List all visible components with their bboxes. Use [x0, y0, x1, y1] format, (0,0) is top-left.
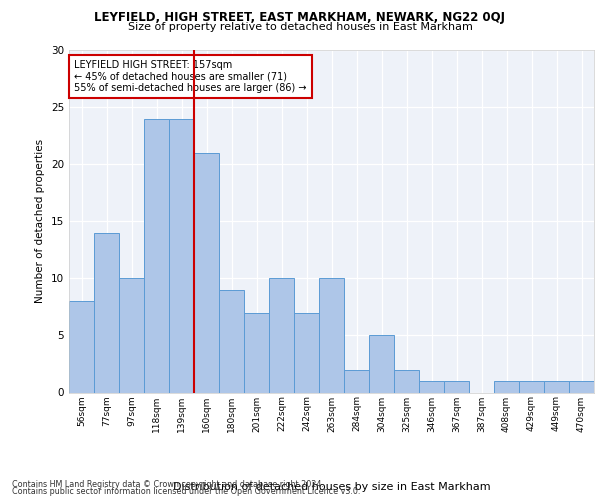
Bar [144, 118, 169, 392]
Bar [519, 381, 544, 392]
Bar [344, 370, 369, 392]
X-axis label: Distribution of detached houses by size in East Markham: Distribution of detached houses by size … [173, 482, 490, 492]
Bar [569, 381, 594, 392]
Text: Contains HM Land Registry data © Crown copyright and database right 2024.: Contains HM Land Registry data © Crown c… [12, 480, 324, 489]
Bar [119, 278, 144, 392]
Bar [294, 312, 319, 392]
Bar [369, 336, 394, 392]
Text: LEYFIELD HIGH STREET: 157sqm
← 45% of detached houses are smaller (71)
55% of se: LEYFIELD HIGH STREET: 157sqm ← 45% of de… [74, 60, 307, 94]
Bar [94, 232, 119, 392]
Text: Size of property relative to detached houses in East Markham: Size of property relative to detached ho… [128, 22, 472, 32]
Bar [544, 381, 569, 392]
Bar [269, 278, 294, 392]
Bar [494, 381, 519, 392]
Bar [219, 290, 244, 392]
Bar [394, 370, 419, 392]
Bar [444, 381, 469, 392]
Bar [319, 278, 344, 392]
Text: Contains public sector information licensed under the Open Government Licence v3: Contains public sector information licen… [12, 487, 361, 496]
Bar [419, 381, 444, 392]
Bar [169, 118, 194, 392]
Y-axis label: Number of detached properties: Number of detached properties [35, 139, 46, 304]
Text: LEYFIELD, HIGH STREET, EAST MARKHAM, NEWARK, NG22 0QJ: LEYFIELD, HIGH STREET, EAST MARKHAM, NEW… [95, 12, 505, 24]
Bar [194, 153, 219, 392]
Bar [69, 301, 94, 392]
Bar [244, 312, 269, 392]
